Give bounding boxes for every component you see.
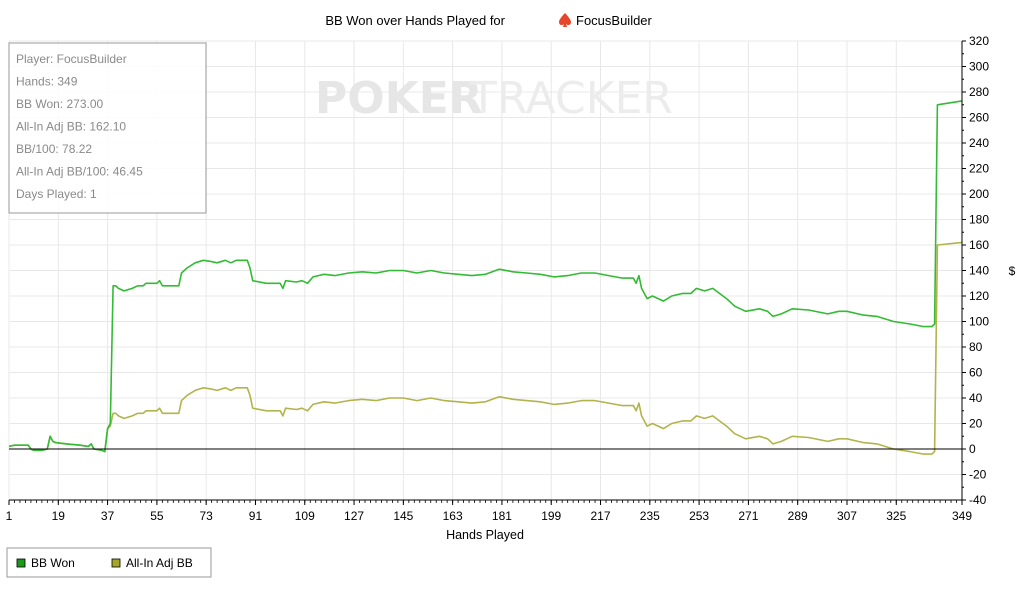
watermark-light: TRACKER <box>469 73 673 124</box>
legend-swatch-bb-won <box>16 558 26 568</box>
y-tick-label: 60 <box>969 366 983 380</box>
legend-label-bb-won: BB Won <box>31 556 75 570</box>
y-tick-label: 180 <box>969 213 989 227</box>
series-line-bb-won <box>8 100 963 453</box>
spade-icon <box>559 13 571 27</box>
stats-line: All-In Adj BB/100: 46.45 <box>16 165 143 179</box>
legend-swatch-allin-adj-bb <box>111 558 121 568</box>
x-tick-label: 349 <box>952 509 972 523</box>
series-lines <box>8 100 963 455</box>
x-tick-label: 37 <box>101 509 115 523</box>
y-tick-label: 80 <box>969 340 983 354</box>
stats-box: Player: FocusBuilder Hands: 349 BB Won: 27… <box>8 42 207 214</box>
y-tick-label: -20 <box>969 468 987 482</box>
x-tick-label: 91 <box>249 509 263 523</box>
series-line-all-in-adj-bb <box>8 241 963 455</box>
x-axis-label: Hands Played <box>446 528 524 542</box>
x-tick-label: 19 <box>52 509 66 523</box>
chart-title: BB Won over Hands Played for FocusBuilde… <box>325 13 653 28</box>
x-tick-label: 217 <box>591 509 611 523</box>
legend: BB Won All-In Adj BB <box>6 547 212 578</box>
x-tick-label: 109 <box>295 509 315 523</box>
legend-label-allin-adj-bb: All-In Adj BB <box>126 556 193 570</box>
y-tick-label: 120 <box>969 289 989 303</box>
stats-line: Player: FocusBuilder <box>16 52 127 66</box>
x-tick-label: 73 <box>199 509 213 523</box>
stats-line: All-In Adj BB: 162.10 <box>16 120 126 134</box>
y-tick-label: 160 <box>969 238 989 252</box>
stats-line: BB/100: 78.22 <box>16 142 92 156</box>
y-tick-label: 240 <box>969 136 989 150</box>
x-tick-label: 199 <box>541 509 561 523</box>
stats-line: Hands: 349 <box>16 75 78 89</box>
watermark-strong: POKER <box>315 73 483 124</box>
y-axis-ticks: -40 -20 0 20 40 60 80 100 120 140 160 180 200 220 240 2… <box>962 34 989 507</box>
x-tick-label: 55 <box>150 509 164 523</box>
x-tick-label: 1 <box>6 509 13 523</box>
y-tick-label: 40 <box>969 391 983 405</box>
y-tick-label: -40 <box>969 493 987 507</box>
y-tick-label: 20 <box>969 417 983 431</box>
chart-title-player: FocusBuilder <box>576 13 653 28</box>
x-tick-label: 181 <box>492 509 512 523</box>
x-tick-label: 145 <box>393 509 413 523</box>
y-axis-unit-label: $ <box>1009 264 1016 278</box>
x-tick-label: 271 <box>738 509 758 523</box>
y-tick-label: 280 <box>969 85 989 99</box>
x-tick-label: 235 <box>640 509 660 523</box>
y-tick-label: 300 <box>969 60 989 74</box>
x-axis-ticks: 1 19 37 55 73 91 109 127 145 163 181 199 217 235 253 27… <box>6 500 972 523</box>
y-tick-label: 260 <box>969 111 989 125</box>
x-tick-label: 325 <box>886 509 906 523</box>
watermark: POKER TRACKER <box>315 73 673 124</box>
x-tick-label: 253 <box>689 509 709 523</box>
stats-line: BB Won: 273.00 <box>16 97 103 111</box>
stats-line: Days Played: 1 <box>16 187 97 201</box>
x-tick-label: 307 <box>837 509 857 523</box>
y-tick-label: 0 <box>969 442 976 456</box>
y-tick-label: 320 <box>969 34 989 48</box>
y-tick-label: 220 <box>969 162 989 176</box>
y-tick-label: 140 <box>969 264 989 278</box>
x-tick-label: 289 <box>788 509 808 523</box>
y-tick-label: 100 <box>969 315 989 329</box>
y-tick-label: 200 <box>969 187 989 201</box>
x-tick-label: 127 <box>344 509 364 523</box>
chart-title-text: BB Won over Hands Played for <box>325 13 505 28</box>
x-tick-label: 163 <box>443 509 463 523</box>
